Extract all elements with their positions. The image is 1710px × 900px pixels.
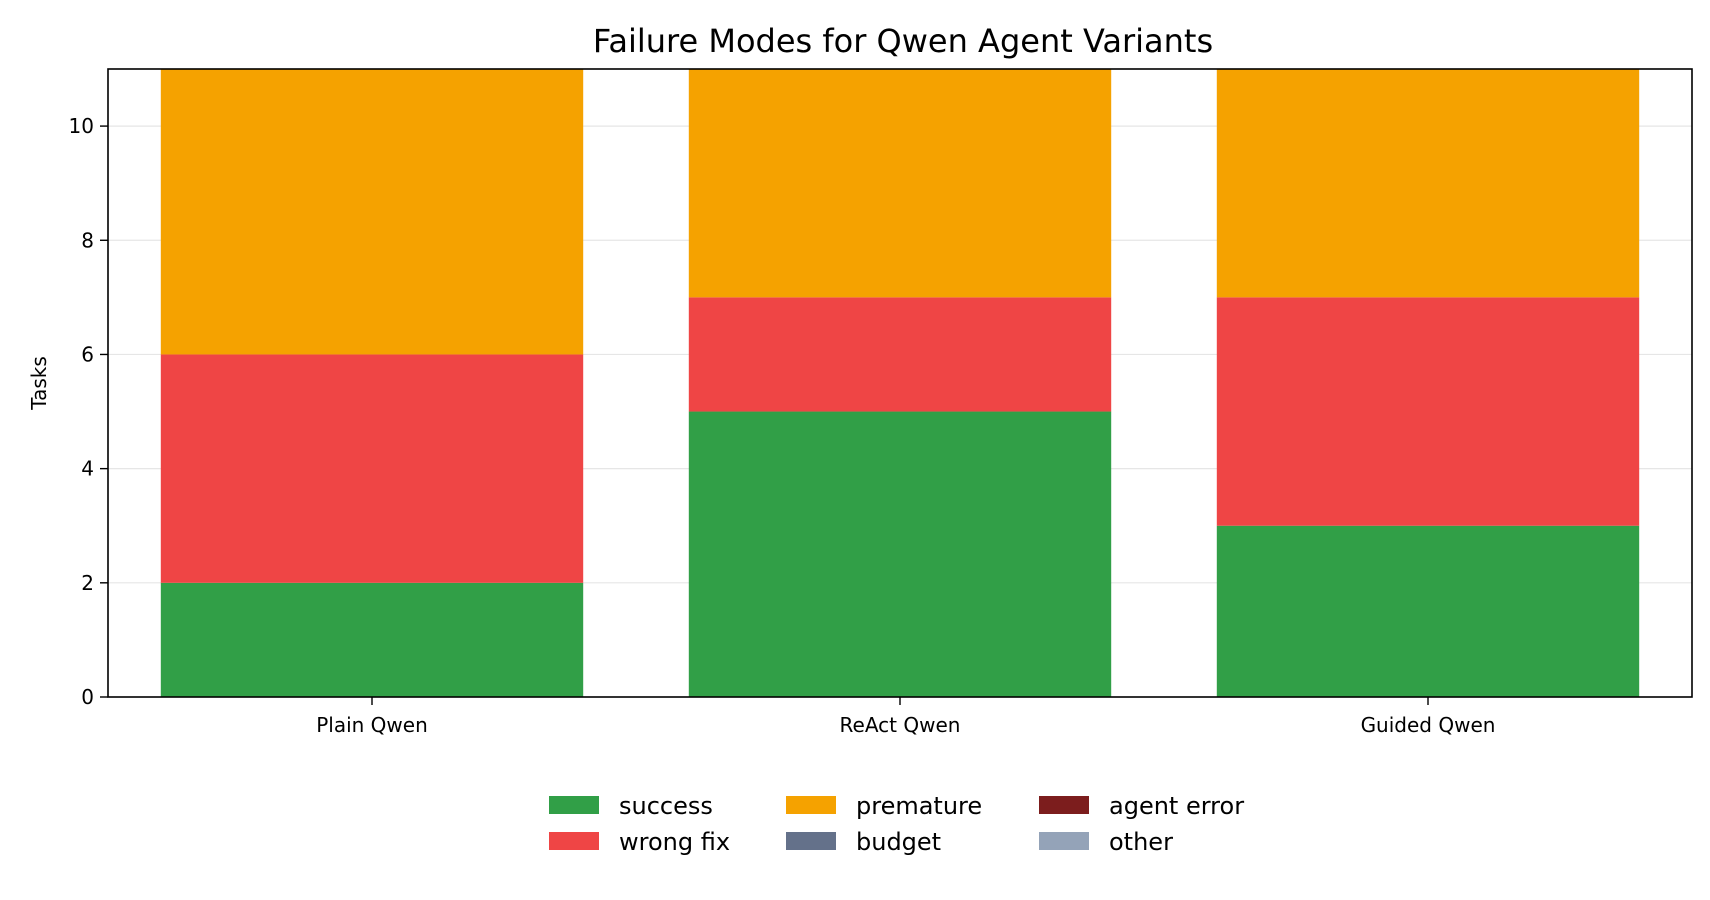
y-tick-label: 8 [81, 228, 94, 252]
legend-swatch-success [549, 796, 599, 814]
x-axis: Plain Qwen ReAct Qwen Guided Qwen [316, 697, 1495, 737]
y-axis: 0 2 4 6 8 10 [69, 114, 108, 709]
legend-swatch-wrong-fix [549, 832, 599, 850]
legend-swatch-other [1039, 832, 1089, 850]
legend-label-agent-error: agent error [1109, 792, 1244, 820]
x-tick-label: Guided Qwen [1361, 713, 1496, 737]
bar-wrong-fix-react-qwen [688, 297, 1112, 412]
legend-label-premature: premature [856, 792, 982, 820]
legend-label-wrong-fix: wrong fix [619, 828, 730, 856]
x-tick-label: ReAct Qwen [840, 713, 961, 737]
legend-label-success: success [619, 792, 713, 820]
y-tick-label: 6 [81, 342, 94, 366]
bar-wrong-fix-guided-qwen [1216, 297, 1640, 526]
y-tick-label: 10 [69, 114, 94, 138]
bar-premature-react-qwen [688, 69, 1112, 298]
legend-swatch-agent-error [1039, 796, 1089, 814]
legend-label-other: other [1109, 828, 1173, 856]
bar-success-guided-qwen [1216, 525, 1640, 697]
chart-title: Failure Modes for Qwen Agent Variants [593, 22, 1213, 60]
y-tick-label: 2 [81, 571, 94, 595]
legend-swatch-premature [786, 796, 836, 814]
bar-success-react-qwen [688, 411, 1112, 697]
y-axis-label: Tasks [27, 356, 51, 411]
y-tick-label: 0 [81, 685, 94, 709]
bars [160, 69, 1640, 697]
legend-swatch-budget [786, 832, 836, 850]
bar-success-plain-qwen [160, 582, 584, 697]
bar-wrong-fix-plain-qwen [160, 354, 584, 583]
legend: success wrong fix premature budget agent err… [549, 792, 1244, 856]
x-tick-label: Plain Qwen [316, 713, 428, 737]
bar-premature-plain-qwen [160, 69, 584, 355]
y-tick-label: 4 [81, 457, 94, 481]
legend-label-budget: budget [856, 828, 941, 856]
bar-premature-guided-qwen [1216, 69, 1640, 298]
